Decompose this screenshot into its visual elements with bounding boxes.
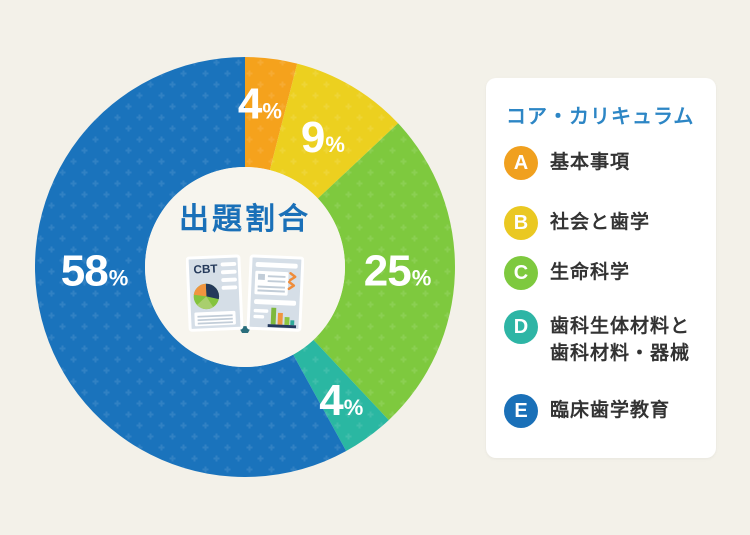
legend-label-a: 基本事項 bbox=[550, 152, 631, 173]
chart-title: 出題割合 bbox=[179, 203, 311, 236]
slice-value-label-C: 25% bbox=[364, 247, 431, 296]
donut-chart-svg: 4%9%25%4%58% bbox=[35, 57, 455, 477]
legend-label-e: 臨床歯学教育 bbox=[550, 400, 671, 421]
legend-label-c: 生命科学 bbox=[550, 262, 631, 283]
donut-dot-pattern bbox=[35, 57, 455, 477]
donut-center: 出題割合 CBT bbox=[145, 203, 345, 334]
legend-badge-b: B bbox=[504, 206, 538, 240]
legend-badge-d: D bbox=[504, 310, 538, 344]
legend-title: コア・カリキュラム bbox=[506, 106, 695, 128]
book-cbt-tag: CBT bbox=[193, 262, 218, 276]
slice-value-label-A: 4% bbox=[238, 80, 281, 129]
legend-label-b: 社会と歯学 bbox=[550, 212, 651, 233]
legend-item-b: B 社会と歯学 bbox=[504, 206, 650, 240]
legend-label-d: 歯科生体材料と 歯科材料・器械 bbox=[550, 316, 691, 364]
legend-item-c: C 生命科学 bbox=[504, 256, 630, 290]
donut-chart: 4% 9% 25% 4% 58% bbox=[35, 57, 455, 477]
legend-item-a: A 基本事項 bbox=[504, 146, 630, 180]
legend-item-d: D 歯科生体材料と 歯科材料・器械 bbox=[504, 310, 690, 367]
legend-panel: コア・カリキュラム A 基本事項 B 社会と歯学 C 生命科学 D 歯科生体材料… bbox=[486, 78, 716, 458]
legend-badge-e: E bbox=[504, 394, 538, 428]
legend-badge-a: A bbox=[504, 146, 538, 180]
legend-item-e: E 臨床歯学教育 bbox=[504, 394, 670, 428]
legend-badge-c: C bbox=[504, 256, 538, 290]
cbt-book-icon: CBT bbox=[186, 254, 304, 334]
